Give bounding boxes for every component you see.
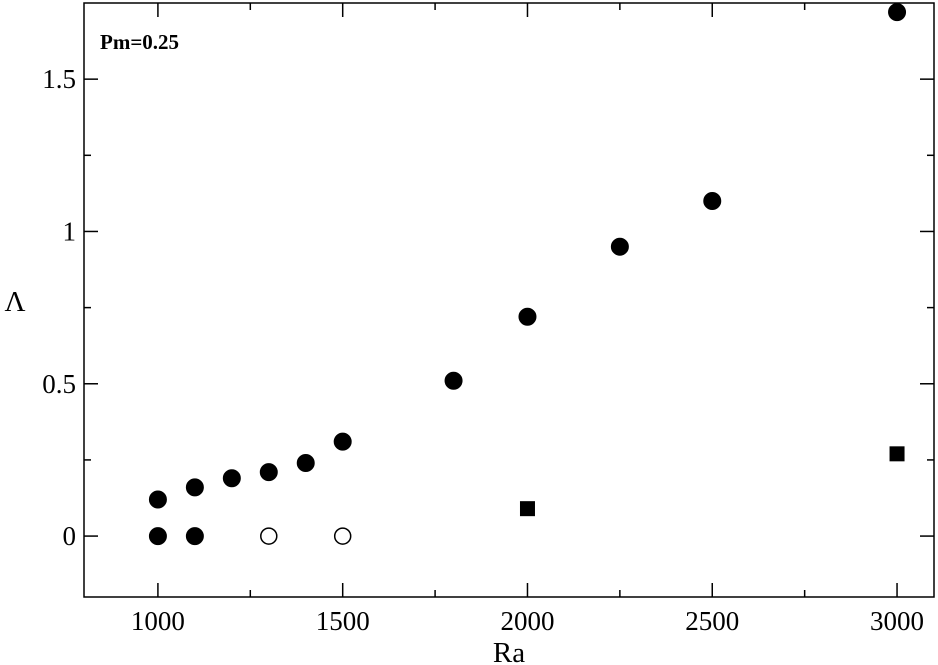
y-tick-label: 0.5 [42,369,76,399]
filled-circle-point [703,192,722,210]
filled-square-point [889,446,905,462]
open-circle-point [333,527,352,545]
x-tick-label: 3000 [870,606,924,636]
y-axis-label: Λ [4,286,25,318]
filled-circle-point [444,371,463,390]
tick-labels: 1000 1500 2000 2500 3000 0 0.5 1 1.5 [42,64,924,636]
filled-circle-point [518,307,537,326]
filled-circle-point [185,527,204,546]
x-tick-label: 2500 [685,606,739,636]
data-points [148,3,907,546]
x-tick-label: 2000 [500,606,554,636]
x-axis-label: Ra [493,637,525,665]
filled-circle-point [222,469,241,488]
x-tick-label: 1000 [131,606,185,636]
filled-circle-point [259,463,278,482]
y-tick-label: 0 [63,521,77,551]
filled-circle-point [148,527,167,546]
x-tick-label: 1500 [316,606,370,636]
y-tick-label: 1.5 [42,64,76,94]
filled-circle-point [185,478,204,497]
axis-ticks [84,3,934,597]
filled-circle-point [610,237,629,256]
plot-frame [83,2,935,598]
filled-circle-point [148,490,167,509]
filled-circle-point [888,3,907,22]
filled-square-point [519,501,535,517]
pm-annotation: Pm=0.25 [100,30,179,54]
open-circle-point [260,527,278,545]
filled-circle-point [333,432,352,451]
filled-circle-point [296,453,315,472]
y-tick-label: 1 [63,216,77,246]
